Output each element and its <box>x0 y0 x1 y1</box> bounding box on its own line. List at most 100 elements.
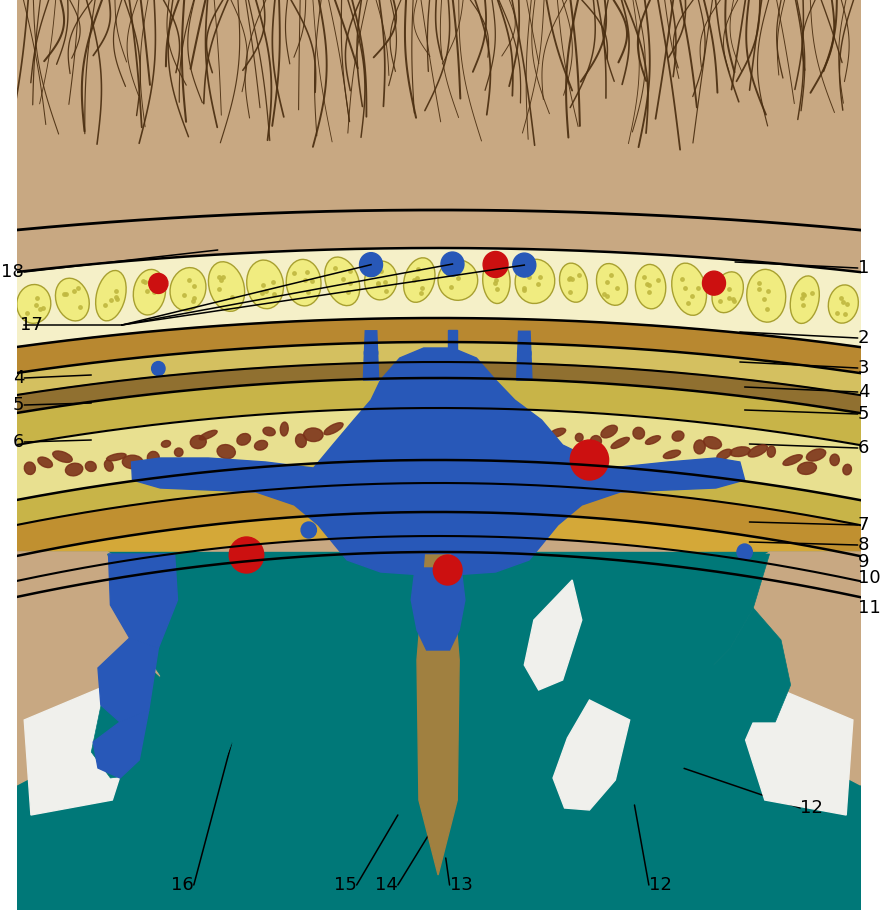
Ellipse shape <box>85 461 96 471</box>
Ellipse shape <box>492 432 506 442</box>
Ellipse shape <box>255 440 268 450</box>
Text: 16: 16 <box>171 876 194 894</box>
Text: 9: 9 <box>858 553 870 571</box>
Polygon shape <box>417 555 459 875</box>
Ellipse shape <box>280 422 288 436</box>
Polygon shape <box>17 408 861 501</box>
Ellipse shape <box>797 462 817 474</box>
Ellipse shape <box>549 429 566 438</box>
Ellipse shape <box>209 262 245 311</box>
Circle shape <box>433 555 462 585</box>
Polygon shape <box>229 640 283 760</box>
Ellipse shape <box>384 434 401 443</box>
Text: 1: 1 <box>858 259 869 277</box>
Ellipse shape <box>190 435 206 449</box>
Ellipse shape <box>365 261 396 300</box>
Text: 12: 12 <box>800 799 823 817</box>
Ellipse shape <box>730 447 751 457</box>
Polygon shape <box>17 210 861 272</box>
Polygon shape <box>98 638 159 722</box>
Polygon shape <box>93 710 149 778</box>
Text: 7: 7 <box>858 516 870 534</box>
Ellipse shape <box>767 446 775 457</box>
Ellipse shape <box>434 435 453 446</box>
Ellipse shape <box>828 285 858 323</box>
Ellipse shape <box>790 276 819 323</box>
Ellipse shape <box>806 449 825 461</box>
Polygon shape <box>728 608 790 722</box>
Circle shape <box>570 440 609 480</box>
Text: 12: 12 <box>648 876 671 894</box>
Ellipse shape <box>174 448 183 457</box>
Ellipse shape <box>263 427 275 436</box>
Polygon shape <box>108 554 177 648</box>
Polygon shape <box>587 685 661 792</box>
Ellipse shape <box>373 434 392 449</box>
Polygon shape <box>683 648 743 768</box>
Ellipse shape <box>304 428 323 441</box>
Ellipse shape <box>342 432 356 441</box>
Ellipse shape <box>247 260 284 308</box>
Ellipse shape <box>783 455 803 465</box>
Ellipse shape <box>133 269 166 315</box>
Ellipse shape <box>25 462 35 474</box>
Circle shape <box>441 252 464 276</box>
Circle shape <box>518 347 531 360</box>
Ellipse shape <box>324 257 359 306</box>
Ellipse shape <box>56 278 89 321</box>
Ellipse shape <box>53 451 72 462</box>
Circle shape <box>483 251 508 278</box>
Ellipse shape <box>508 431 528 444</box>
Polygon shape <box>17 536 861 597</box>
Circle shape <box>152 361 165 376</box>
Text: 4: 4 <box>858 383 870 401</box>
Ellipse shape <box>575 433 583 441</box>
Ellipse shape <box>515 259 555 304</box>
Text: 14: 14 <box>375 876 398 894</box>
Text: 13: 13 <box>449 876 472 894</box>
Text: 4: 4 <box>12 369 24 387</box>
Ellipse shape <box>217 445 235 459</box>
Polygon shape <box>17 483 861 556</box>
Ellipse shape <box>415 437 426 445</box>
Polygon shape <box>524 580 581 690</box>
Ellipse shape <box>843 464 851 475</box>
Ellipse shape <box>717 450 732 460</box>
Circle shape <box>149 273 168 293</box>
Ellipse shape <box>635 265 666 308</box>
Ellipse shape <box>17 285 51 323</box>
Polygon shape <box>174 680 237 792</box>
Ellipse shape <box>352 422 368 434</box>
Polygon shape <box>17 362 861 413</box>
Polygon shape <box>411 568 465 650</box>
Polygon shape <box>553 700 630 810</box>
Ellipse shape <box>147 451 159 464</box>
Text: 6: 6 <box>13 433 24 451</box>
Text: 17: 17 <box>20 316 43 334</box>
Ellipse shape <box>704 437 722 449</box>
Ellipse shape <box>199 430 217 440</box>
Ellipse shape <box>286 259 321 306</box>
Text: 5: 5 <box>858 405 870 423</box>
Polygon shape <box>17 342 861 395</box>
Ellipse shape <box>122 455 143 469</box>
Polygon shape <box>131 348 744 576</box>
Ellipse shape <box>438 259 478 300</box>
Polygon shape <box>130 682 196 798</box>
Polygon shape <box>107 554 300 698</box>
Ellipse shape <box>105 460 114 471</box>
Ellipse shape <box>481 428 495 440</box>
Ellipse shape <box>830 454 840 466</box>
Ellipse shape <box>444 427 456 435</box>
Ellipse shape <box>65 463 83 476</box>
Ellipse shape <box>525 433 542 445</box>
Text: 3: 3 <box>858 359 870 377</box>
Polygon shape <box>17 378 861 445</box>
Ellipse shape <box>483 258 510 304</box>
Polygon shape <box>448 330 457 360</box>
Circle shape <box>702 271 725 295</box>
Text: 11: 11 <box>858 599 880 617</box>
Ellipse shape <box>646 436 661 444</box>
Polygon shape <box>17 248 861 347</box>
Text: 5: 5 <box>12 396 24 414</box>
